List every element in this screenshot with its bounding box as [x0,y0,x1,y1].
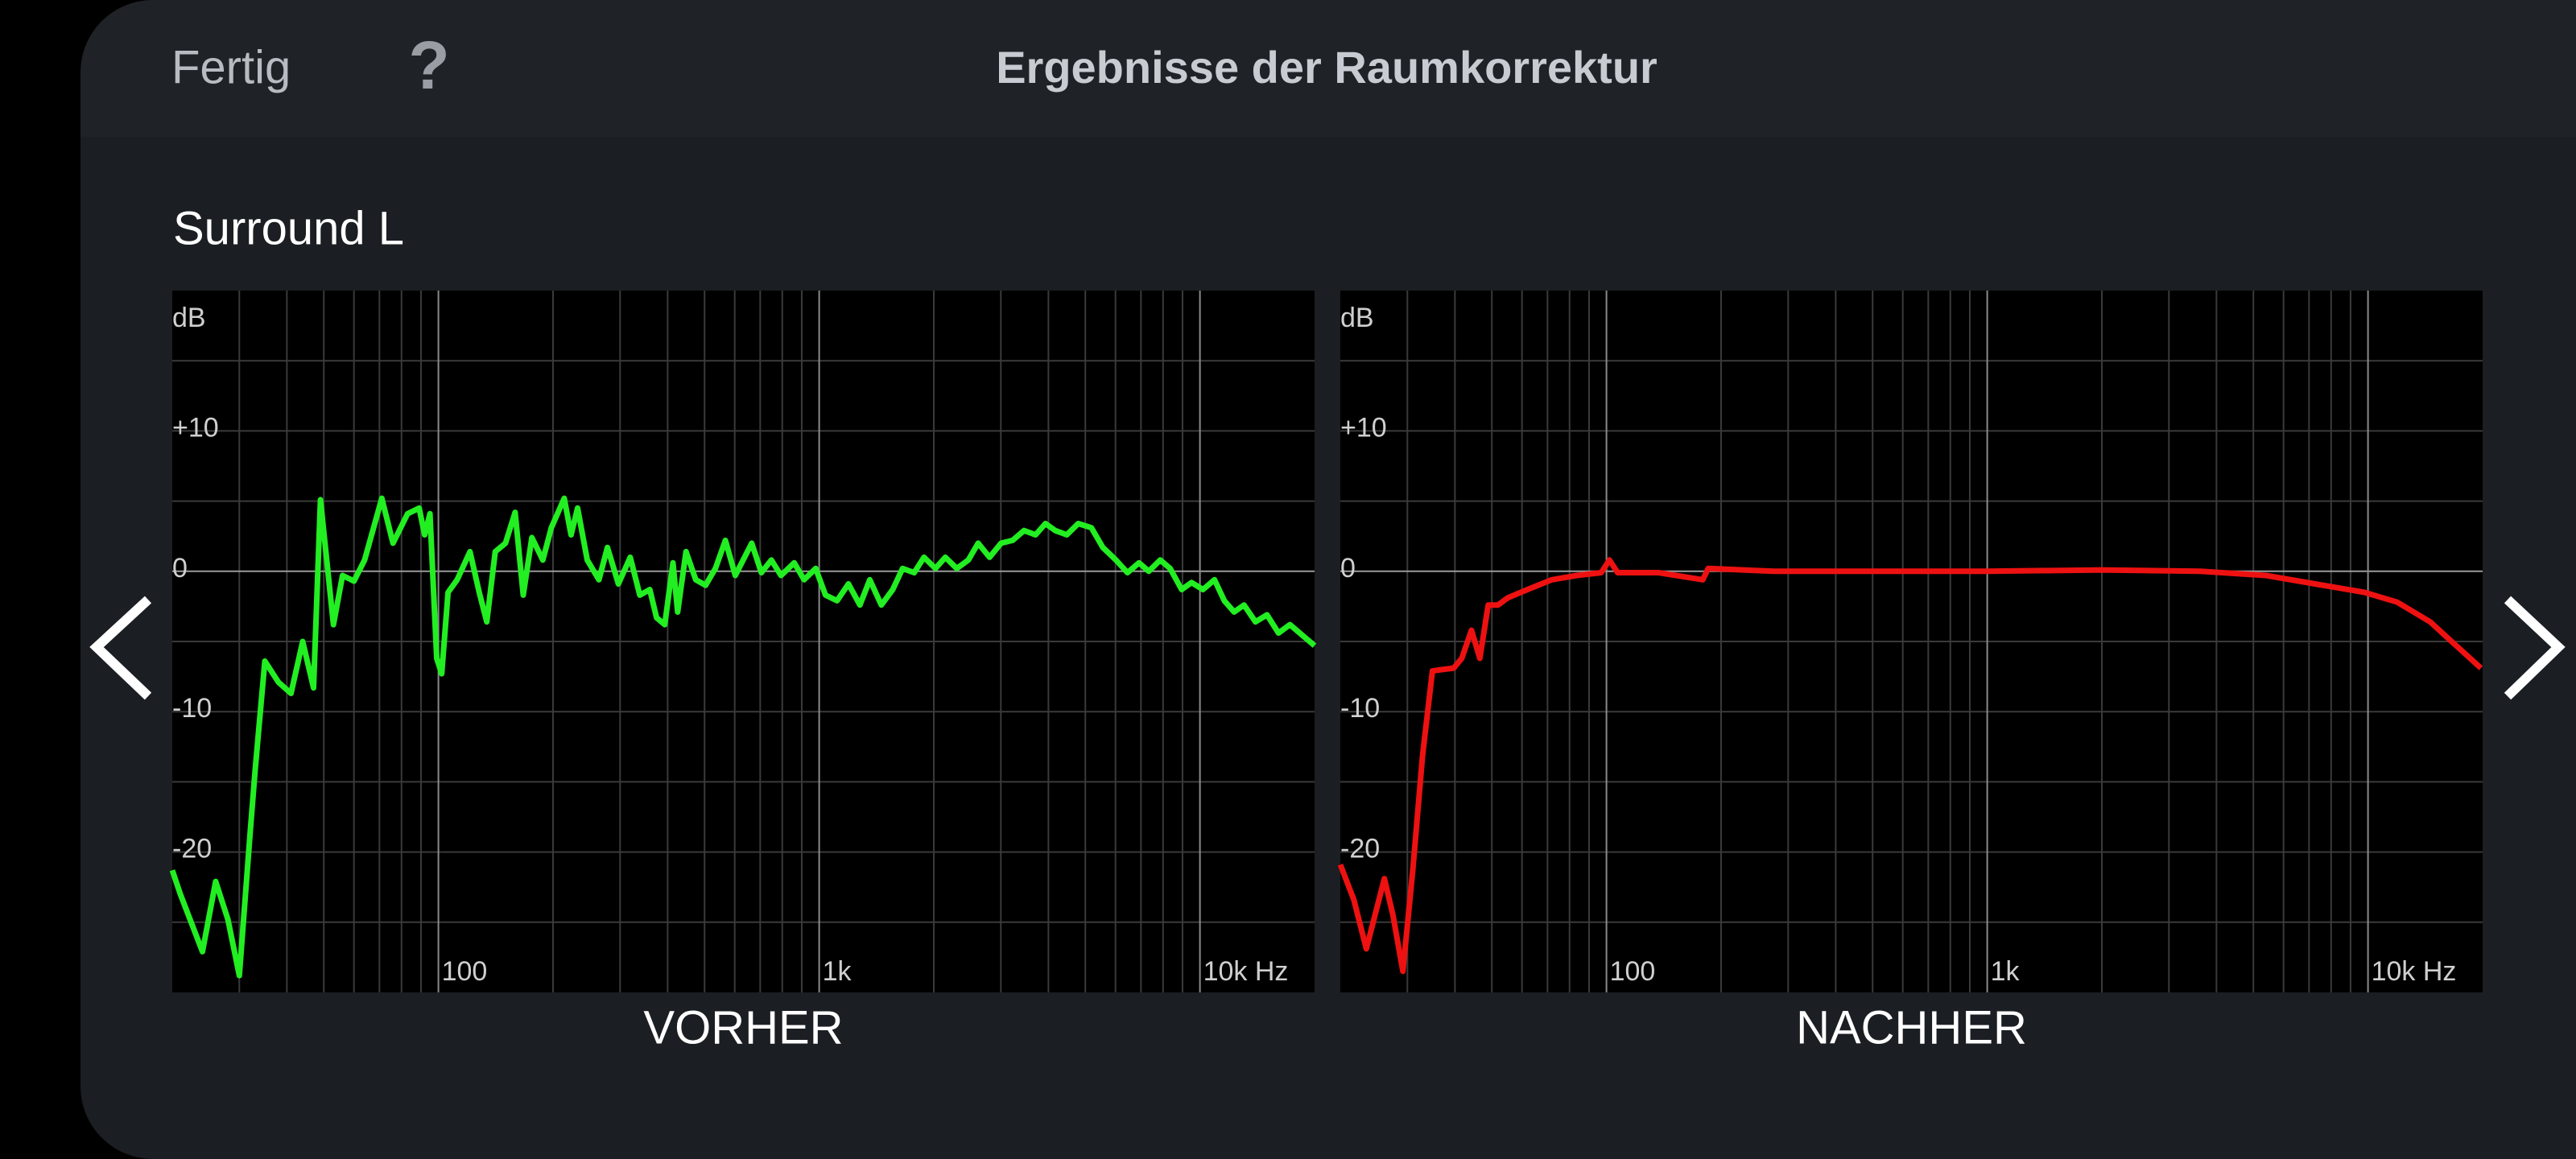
response-line [169,495,1317,979]
y-tick-label: +10 [172,412,219,443]
prev-arrow[interactable] [89,596,152,700]
y-tick-label: -10 [172,693,212,724]
next-arrow[interactable] [2504,596,2566,700]
y-tick-label: -10 [1340,693,1380,724]
x-tick-label: 100 [442,956,488,987]
help-button[interactable]: ? [408,27,449,103]
chart-caption: NACHHER [1796,1001,2027,1054]
x-tick-label: 1k [1991,956,2021,987]
chart-caption: VORHER [643,1001,843,1054]
page-title: Ergebnisse der Raumkorrektur [996,42,1657,93]
response-line [1337,557,2483,975]
header-bar [80,0,2576,137]
done-button[interactable]: Fertig [171,41,291,93]
y-axis-label: dB [172,303,206,333]
y-tick-label: -20 [1340,834,1380,864]
section-title: Surround L [173,202,404,254]
x-tick-label: 100 [1610,956,1656,987]
y-tick-label: -20 [172,834,212,864]
y-tick-label: +10 [1340,412,1387,443]
x-tick-label: 10k Hz [1203,956,1289,987]
y-tick-label: 0 [172,553,188,584]
y-axis-label: dB [1340,303,1374,333]
y-tick-label: 0 [1340,553,1356,584]
x-tick-label: 10k Hz [2372,956,2457,987]
x-tick-label: 1k [823,956,852,987]
